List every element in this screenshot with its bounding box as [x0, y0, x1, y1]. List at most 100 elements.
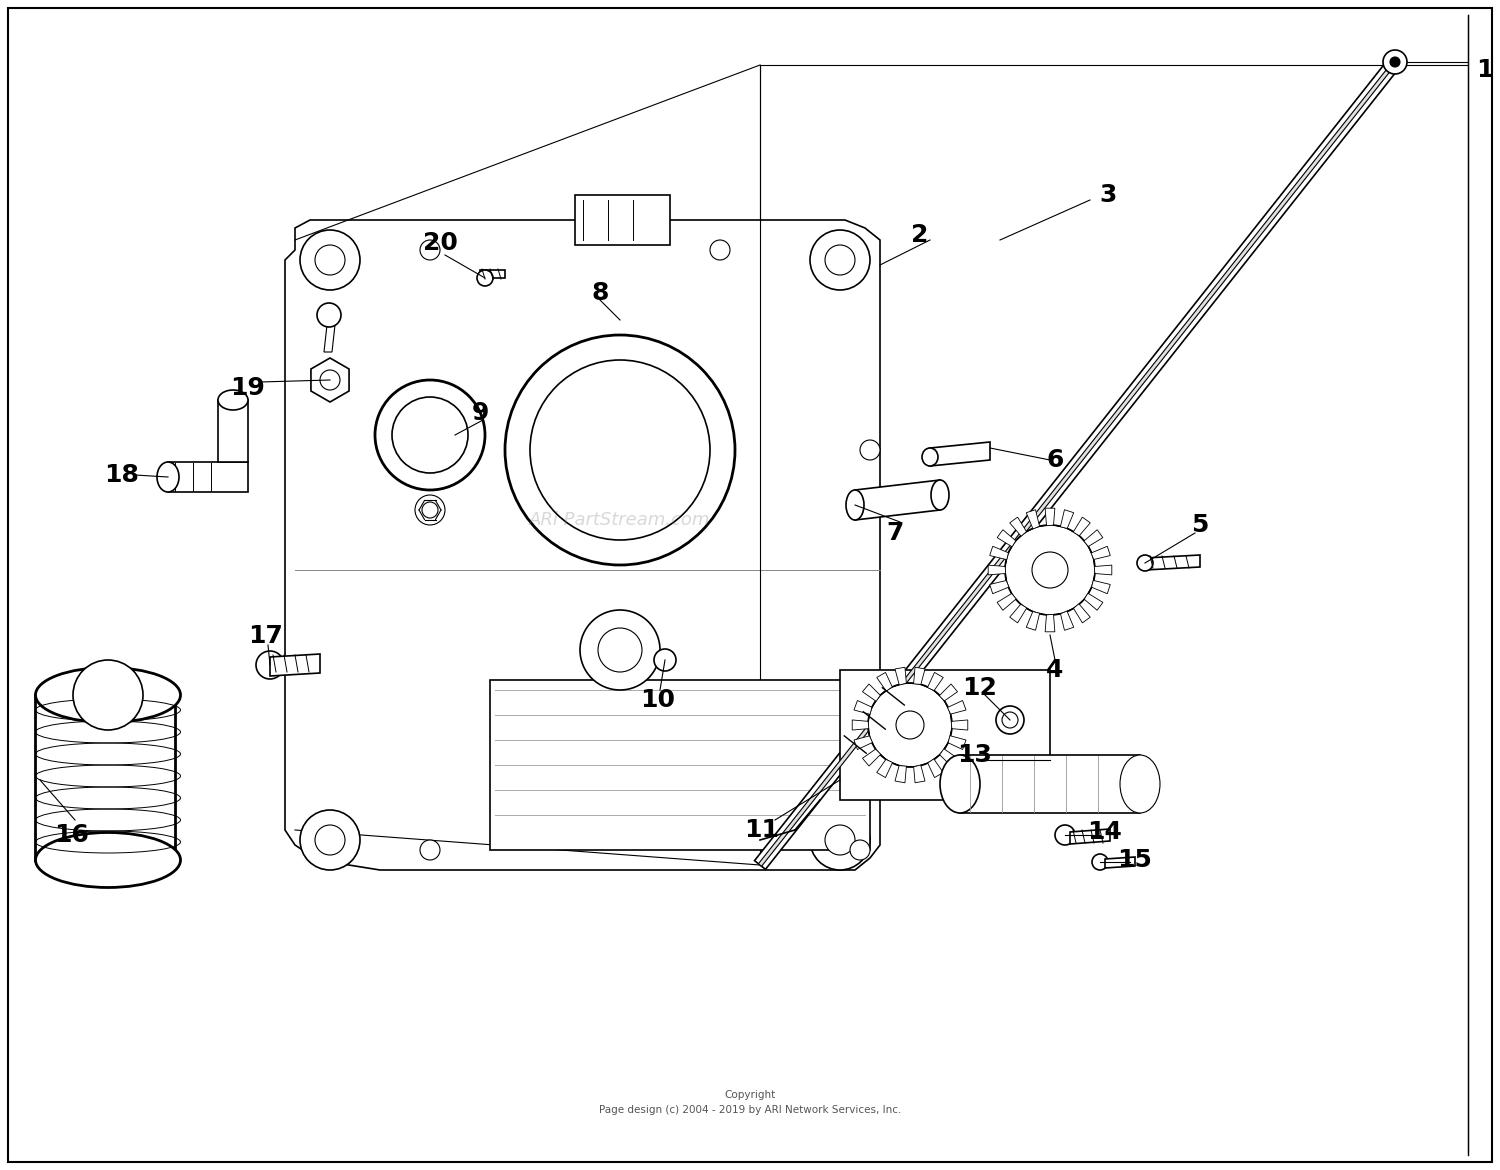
- Circle shape: [996, 706, 1024, 734]
- Polygon shape: [1078, 530, 1102, 546]
- Polygon shape: [998, 593, 1022, 611]
- Polygon shape: [853, 736, 876, 750]
- Circle shape: [300, 230, 360, 290]
- Text: 17: 17: [249, 624, 284, 648]
- Polygon shape: [1040, 508, 1054, 526]
- Text: 14: 14: [1088, 820, 1122, 844]
- Circle shape: [315, 245, 345, 275]
- Text: 8: 8: [591, 281, 609, 305]
- Text: 5: 5: [1191, 512, 1209, 537]
- Ellipse shape: [158, 462, 178, 493]
- Text: 19: 19: [231, 376, 266, 400]
- Circle shape: [1002, 713, 1019, 728]
- Polygon shape: [1066, 517, 1090, 536]
- Circle shape: [1092, 854, 1108, 870]
- Text: 12: 12: [963, 676, 998, 700]
- Circle shape: [580, 610, 660, 690]
- Circle shape: [530, 360, 710, 541]
- Circle shape: [74, 660, 142, 730]
- Ellipse shape: [1035, 555, 1065, 585]
- Polygon shape: [1074, 599, 1090, 622]
- Circle shape: [654, 649, 676, 672]
- Polygon shape: [1026, 612, 1047, 631]
- Polygon shape: [270, 654, 320, 676]
- Circle shape: [420, 840, 440, 860]
- Text: 10: 10: [640, 688, 675, 713]
- Circle shape: [422, 502, 438, 518]
- Polygon shape: [892, 667, 906, 687]
- Polygon shape: [168, 462, 248, 493]
- Circle shape: [868, 683, 952, 768]
- Text: 15: 15: [1118, 848, 1152, 872]
- Text: 20: 20: [423, 230, 458, 255]
- Polygon shape: [1089, 546, 1110, 559]
- Bar: [574, 195, 670, 245]
- Polygon shape: [998, 530, 1016, 552]
- Text: ARi PartStream.com: ARi PartStream.com: [530, 511, 711, 529]
- Polygon shape: [1060, 608, 1074, 631]
- Polygon shape: [754, 57, 1401, 869]
- Ellipse shape: [1137, 555, 1154, 571]
- Polygon shape: [914, 763, 927, 783]
- Polygon shape: [1010, 517, 1026, 541]
- Polygon shape: [896, 765, 914, 783]
- Polygon shape: [759, 61, 1396, 866]
- Polygon shape: [1026, 510, 1039, 531]
- Ellipse shape: [217, 390, 248, 409]
- Polygon shape: [876, 759, 898, 778]
- Circle shape: [420, 240, 440, 260]
- Ellipse shape: [36, 668, 180, 723]
- Polygon shape: [1070, 830, 1110, 844]
- Circle shape: [598, 628, 642, 672]
- Polygon shape: [862, 749, 886, 766]
- Circle shape: [416, 495, 446, 525]
- Circle shape: [710, 240, 730, 260]
- Circle shape: [506, 335, 735, 565]
- Polygon shape: [480, 270, 506, 278]
- Circle shape: [392, 397, 468, 473]
- Circle shape: [300, 810, 360, 870]
- Polygon shape: [930, 442, 990, 466]
- Text: 4: 4: [1047, 658, 1064, 682]
- Polygon shape: [990, 546, 1008, 566]
- Circle shape: [320, 370, 340, 390]
- Polygon shape: [855, 480, 940, 519]
- Polygon shape: [310, 358, 350, 402]
- Polygon shape: [1046, 614, 1060, 632]
- Circle shape: [1032, 552, 1068, 589]
- Polygon shape: [906, 667, 926, 684]
- Polygon shape: [1106, 856, 1136, 868]
- Polygon shape: [1094, 559, 1112, 574]
- Polygon shape: [285, 220, 880, 870]
- Polygon shape: [852, 720, 870, 736]
- Text: 9: 9: [471, 401, 489, 425]
- Circle shape: [850, 840, 870, 860]
- Polygon shape: [876, 673, 892, 695]
- Circle shape: [1005, 525, 1095, 615]
- Circle shape: [810, 230, 870, 290]
- Ellipse shape: [846, 490, 864, 519]
- Circle shape: [825, 825, 855, 855]
- Polygon shape: [948, 729, 966, 750]
- Circle shape: [315, 825, 345, 855]
- Polygon shape: [939, 743, 957, 766]
- Circle shape: [1054, 825, 1076, 845]
- Text: 3: 3: [1100, 183, 1116, 207]
- Ellipse shape: [36, 833, 180, 888]
- Polygon shape: [927, 755, 944, 778]
- Polygon shape: [1053, 510, 1074, 529]
- Polygon shape: [1010, 604, 1034, 622]
- Polygon shape: [945, 701, 966, 714]
- Text: 18: 18: [105, 463, 140, 487]
- Text: 7: 7: [886, 521, 903, 545]
- Polygon shape: [324, 325, 334, 352]
- Ellipse shape: [940, 755, 980, 813]
- Ellipse shape: [922, 448, 938, 466]
- Circle shape: [477, 270, 494, 285]
- Text: Copyright: Copyright: [724, 1090, 776, 1100]
- Polygon shape: [1092, 573, 1110, 593]
- Text: 13: 13: [957, 743, 993, 768]
- Polygon shape: [862, 684, 880, 707]
- Bar: [490, 680, 870, 849]
- Polygon shape: [853, 701, 871, 722]
